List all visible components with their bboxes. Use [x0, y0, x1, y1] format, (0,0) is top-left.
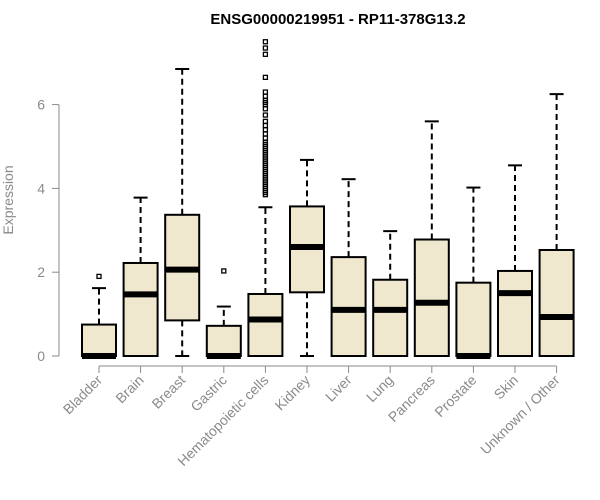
outlier-point	[262, 131, 269, 137]
box-iqr	[413, 238, 450, 358]
box-iqr	[81, 323, 117, 358]
box-lung	[372, 230, 409, 358]
x-tick-label: Prostate	[431, 372, 479, 420]
box-kidney	[289, 158, 325, 357]
y-tick-label: 6	[37, 97, 45, 113]
x-tick-label: Unknown / Other	[477, 372, 563, 458]
x-tick-label: Kidney	[272, 372, 314, 414]
outlier-point	[262, 106, 269, 112]
x-tick-label: Skin	[491, 372, 522, 403]
box-iqr	[247, 292, 284, 358]
outlier-point	[221, 268, 227, 274]
outlier-point	[262, 112, 269, 118]
box-liver	[330, 178, 367, 357]
box-iqr	[372, 278, 409, 358]
outlier-point	[262, 74, 269, 81]
boxes-layer	[81, 39, 575, 359]
box-gastric	[205, 268, 242, 359]
box-pancreas	[413, 120, 450, 358]
box-iqr	[455, 281, 492, 357]
y-axis-label: Expression	[0, 165, 16, 234]
outlier-point	[262, 39, 269, 45]
y-axis: 0 2 4 6	[37, 97, 60, 364]
box-iqr	[330, 256, 367, 357]
x-tick-label: Breast	[148, 372, 188, 412]
box-bladder	[81, 273, 117, 359]
outlier-point	[262, 135, 269, 141]
box-iqr	[205, 324, 242, 357]
outlier-point	[262, 127, 269, 133]
box-hematopoietic-cells	[247, 39, 284, 358]
outlier-point	[96, 273, 102, 280]
y-tick-label: 0	[37, 348, 45, 364]
outlier-point	[262, 51, 269, 57]
x-tick-label: Bladder	[60, 372, 106, 418]
y-tick-label: 2	[37, 264, 45, 280]
outlier-point	[262, 45, 269, 51]
box-brain	[122, 196, 159, 357]
box-breast	[164, 67, 201, 357]
box-prostate	[455, 186, 492, 359]
outlier-point	[262, 93, 269, 99]
box-skin	[497, 164, 533, 357]
box-iqr	[538, 248, 575, 357]
x-tick-label: Lung	[363, 372, 396, 405]
box-iqr	[122, 261, 159, 357]
box-unknown-other	[538, 93, 575, 357]
chart-title: ENSG00000219951 - RP11-378G13.2	[210, 11, 465, 28]
outlier-point	[262, 118, 269, 125]
outlier-point	[262, 89, 269, 95]
x-tick-label: Liver	[322, 372, 355, 405]
y-tick-label: 4	[37, 180, 45, 196]
box-iqr	[497, 269, 533, 357]
outlier-point	[262, 122, 269, 129]
x-tick-label: Brain	[112, 372, 146, 406]
